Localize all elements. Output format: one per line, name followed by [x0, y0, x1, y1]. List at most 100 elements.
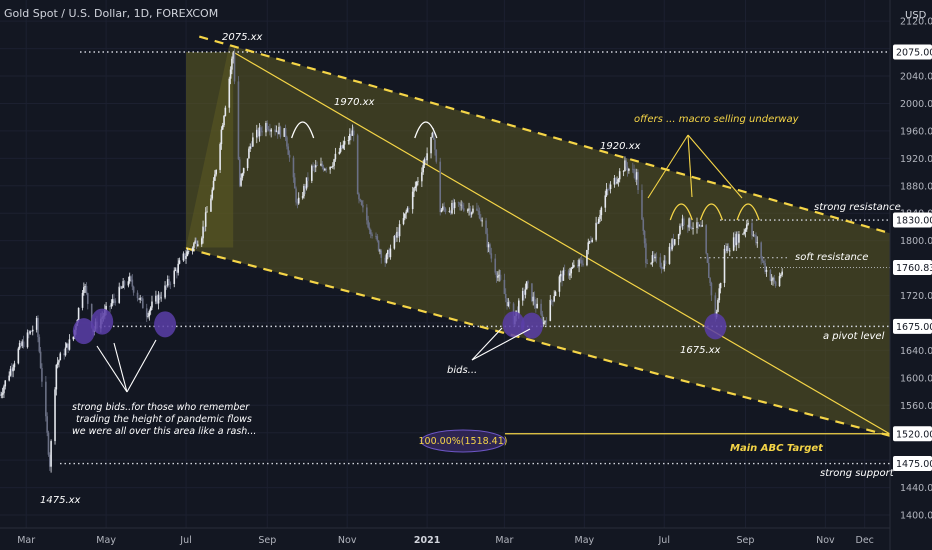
label-1920: 1920.xx	[600, 141, 641, 152]
candle-body	[359, 199, 362, 201]
candle-body	[397, 231, 400, 237]
level-price-label: 1675.00	[896, 322, 932, 333]
candle-body	[149, 307, 152, 311]
candle-body	[155, 295, 157, 302]
candle-body	[56, 362, 59, 365]
candle-body	[194, 240, 197, 244]
candle-body	[307, 177, 309, 181]
candle-body	[17, 348, 20, 364]
candle-body	[683, 218, 685, 225]
candle-body	[457, 202, 460, 204]
level-price-tag	[893, 426, 932, 442]
candle-body	[422, 165, 424, 173]
candle-body	[138, 298, 140, 300]
candle-body	[139, 297, 141, 300]
candle-body	[224, 107, 227, 116]
x-tick-label: Sep	[258, 535, 276, 546]
x-tick-label: Nov	[338, 535, 357, 546]
candle-body	[613, 177, 616, 185]
candle-body	[367, 220, 369, 228]
level-price-tag	[893, 44, 932, 60]
candle-body	[366, 207, 368, 221]
y-tick-label: 1720.00	[900, 291, 932, 302]
candle-body	[55, 364, 58, 390]
candle-body	[738, 234, 740, 243]
candle-body	[54, 389, 56, 442]
candle-body	[185, 256, 187, 259]
candle-body	[349, 133, 351, 141]
candle-body	[296, 202, 299, 204]
candle-body	[114, 300, 117, 303]
candle-body	[215, 169, 217, 175]
candle-body	[21, 341, 24, 346]
candle-body	[312, 165, 314, 167]
candle-body	[518, 300, 520, 315]
candle-body	[182, 253, 185, 261]
last-price-label: 1760.83	[896, 263, 932, 274]
candle-body	[331, 165, 334, 167]
candle-body	[109, 305, 111, 307]
candle-body	[540, 303, 542, 315]
candle-body	[187, 251, 190, 253]
candle-body	[460, 204, 462, 206]
candle-body	[85, 286, 88, 294]
candle-body	[265, 123, 267, 133]
candle-body	[67, 343, 69, 350]
candle-body	[734, 237, 736, 246]
candle-body	[462, 208, 465, 211]
candle-body	[261, 131, 263, 133]
candle-body	[609, 184, 612, 190]
candle-body	[432, 132, 435, 140]
candle-body	[554, 291, 557, 297]
level-lines	[60, 35, 891, 465]
candle-body	[459, 202, 461, 205]
candle-body	[221, 125, 224, 130]
label-1675: 1675.xx	[680, 345, 721, 356]
candle-body	[369, 229, 372, 235]
candle-body	[664, 260, 667, 264]
candle-body	[39, 351, 42, 369]
candle-body	[413, 188, 415, 192]
candle-body	[415, 182, 418, 187]
candle-body	[641, 189, 643, 220]
candle-body	[314, 165, 317, 168]
candle-body	[200, 238, 203, 245]
candle-body	[562, 270, 565, 281]
candle-body	[689, 218, 692, 228]
candle-body	[168, 279, 170, 284]
candle-body	[434, 139, 436, 150]
candle-body	[238, 159, 241, 186]
candle-body	[707, 262, 710, 278]
candle-body	[435, 149, 438, 162]
candle-body	[339, 145, 342, 152]
candle-body	[604, 195, 607, 208]
range-box	[186, 52, 234, 248]
fib-badge-text: 100.00%(1518.41)	[419, 436, 508, 447]
candle-body	[259, 127, 262, 132]
candle-body	[478, 211, 481, 219]
candle-body	[325, 168, 328, 170]
candle-body	[47, 432, 50, 455]
candle-body	[371, 234, 373, 236]
x-tick-label: Mar	[17, 535, 35, 546]
top-arch	[291, 121, 315, 139]
candle-body	[573, 264, 575, 268]
candle-body	[220, 129, 223, 145]
candle-body	[745, 224, 748, 230]
candle-body	[257, 129, 259, 137]
candle-body	[287, 146, 290, 155]
candle-body	[333, 159, 335, 166]
candle-body	[470, 212, 473, 215]
candle-body	[86, 293, 89, 304]
candle-body	[275, 130, 278, 132]
candle-body	[203, 226, 206, 228]
candle-body	[628, 168, 630, 171]
candle-body	[595, 222, 597, 240]
candle-body	[316, 165, 318, 166]
y-tick-label: 1600.00	[900, 373, 932, 384]
candle-body	[743, 231, 745, 234]
candle-body	[582, 263, 584, 266]
candle-body	[128, 276, 131, 282]
